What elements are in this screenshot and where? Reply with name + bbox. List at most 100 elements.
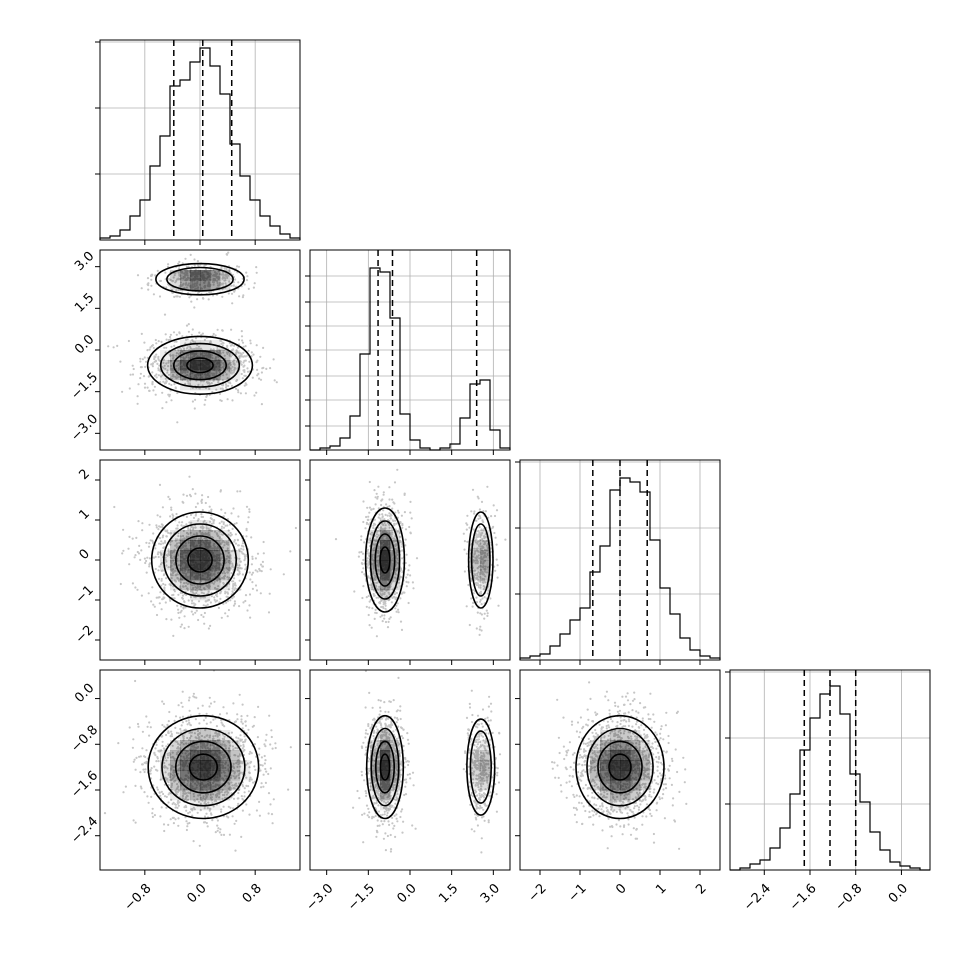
- scatter-point: [226, 757, 229, 760]
- scatter-point: [172, 331, 176, 334]
- scatter-point: [400, 592, 403, 595]
- scatter-point: [241, 552, 244, 555]
- pair-2-1-contour-1-0: [155, 262, 245, 296]
- scatter-point: [394, 544, 397, 548]
- scatter-point: [227, 381, 230, 384]
- scatter-point: [481, 538, 484, 541]
- scatter-point: [217, 276, 221, 280]
- scatter-point: [177, 532, 180, 535]
- scatter-point: [179, 727, 182, 731]
- scatter-point: [153, 360, 156, 363]
- scatter-point: [186, 354, 189, 357]
- scatter-point: [103, 812, 107, 815]
- scatter-point: [191, 348, 194, 351]
- scatter-point: [188, 792, 191, 795]
- scatter-point: [399, 540, 402, 543]
- scatter-point: [190, 333, 193, 336]
- scatter-point: [230, 277, 233, 280]
- scatter-point: [216, 284, 220, 287]
- scatter-point: [215, 547, 218, 550]
- scatter-point: [220, 810, 223, 813]
- scatter-point: [404, 544, 407, 547]
- scatter-point: [170, 367, 173, 370]
- scatter-point: [157, 577, 161, 580]
- scatter-point: [237, 265, 241, 268]
- scatter-point: [238, 572, 241, 575]
- scatter-point: [186, 346, 189, 349]
- scatter-point: [218, 273, 221, 276]
- scatter-point: [203, 596, 206, 599]
- scatter-point: [200, 333, 203, 336]
- scatter-point: [229, 560, 232, 563]
- scatter-point: [261, 565, 264, 568]
- scatter-point: [213, 598, 216, 601]
- scatter-point: [160, 523, 163, 526]
- scatter-point: [158, 596, 161, 599]
- scatter-point: [483, 552, 486, 555]
- scatter-point: [226, 592, 230, 595]
- scatter-point: [244, 563, 247, 566]
- scatter-point: [476, 535, 479, 538]
- scatter-point: [201, 297, 205, 300]
- scatter-point: [232, 702, 235, 705]
- scatter-point: [187, 284, 190, 287]
- scatter-point: [252, 353, 255, 356]
- scatter-point: [226, 524, 229, 527]
- scatter-point: [168, 353, 171, 356]
- scatter-point: [221, 295, 224, 298]
- scatter-point: [210, 349, 213, 352]
- scatter-point: [172, 771, 175, 774]
- scatter-point: [481, 551, 484, 554]
- scatter-point: [396, 550, 399, 553]
- scatter-point: [474, 541, 477, 544]
- scatter-point: [160, 540, 163, 543]
- scatter-point: [234, 754, 237, 757]
- scatter-point: [390, 533, 393, 536]
- scatter-point: [261, 565, 264, 568]
- scatter-point: [406, 573, 409, 576]
- scatter-point: [475, 596, 478, 599]
- scatter-point: [167, 365, 170, 368]
- scatter-point: [173, 769, 176, 772]
- scatter-point: [381, 522, 384, 525]
- scatter-point: [237, 573, 240, 576]
- scatter-point: [240, 718, 243, 721]
- scatter-point: [174, 539, 177, 542]
- scatter-point: [224, 273, 227, 277]
- scatter-point: [193, 746, 196, 749]
- scatter-point: [216, 595, 219, 598]
- scatter-point: [161, 536, 164, 539]
- scatter-point: [153, 556, 156, 559]
- scatter-point: [465, 522, 468, 525]
- scatter-point: [203, 265, 206, 268]
- scatter-point: [227, 568, 230, 571]
- scatter-point: [240, 330, 243, 333]
- scatter-point: [251, 725, 254, 728]
- scatter-point: [172, 634, 175, 637]
- scatter-point: [179, 539, 182, 542]
- scatter-point: [154, 355, 157, 358]
- scatter-point: [161, 723, 164, 727]
- scatter-point: [224, 274, 227, 277]
- scatter-point: [487, 589, 490, 592]
- scatter-point: [374, 523, 377, 526]
- scatter-point: [190, 602, 194, 605]
- scatter-point: [158, 791, 161, 794]
- scatter-point: [233, 588, 236, 591]
- scatter-point: [368, 600, 371, 603]
- scatter-point: [210, 786, 213, 789]
- scatter-point: [191, 588, 194, 591]
- scatter-point: [182, 356, 185, 359]
- scatter-point: [383, 527, 386, 530]
- scatter-point: [260, 570, 263, 573]
- scatter-point: [206, 807, 209, 810]
- scatter-point: [177, 364, 180, 367]
- scatter-point: [476, 549, 479, 552]
- scatter-point: [395, 543, 398, 546]
- scatter-point: [209, 793, 213, 796]
- scatter-point: [363, 541, 366, 544]
- scatter-point: [158, 542, 161, 545]
- scatter-point: [170, 345, 173, 348]
- scatter-point: [250, 752, 253, 755]
- scatter-point: [174, 544, 177, 547]
